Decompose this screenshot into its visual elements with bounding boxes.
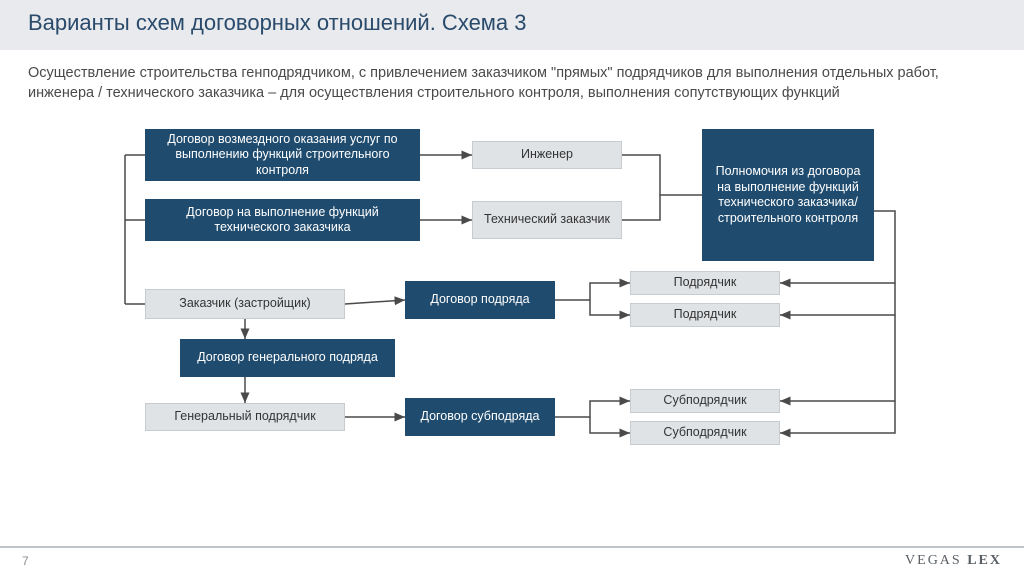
node-sub2: Субподрядчик [630,421,780,445]
node-general_contractor: Генеральный подрядчик [145,403,345,431]
title-bar: Варианты схем договорных отношений. Схем… [0,0,1024,50]
node-tech_customer: Технический заказчик [472,201,622,239]
page-title: Варианты схем договорных отношений. Схем… [28,10,996,36]
node-contract_work: Договор подряда [405,281,555,319]
logo: VEGAS LEX [905,553,1002,569]
node-contract_general: Договор генерального подряда [180,339,395,377]
node-contractor1: Подрядчик [630,271,780,295]
node-contractor2: Подрядчик [630,303,780,327]
node-customer: Заказчик (застройщик) [145,289,345,319]
node-contract_tech: Договор на выполнение функций техническо… [145,199,420,241]
node-authority: Полномочия из договора на выполнение фун… [702,129,874,261]
footer: 7 VEGAS LEX [0,546,1024,574]
page-number: 7 [22,554,29,568]
flowchart-diagram: Договор возмездного оказания услуг по вы… [0,111,1024,541]
node-sub1: Субподрядчик [630,389,780,413]
node-contract_sub: Договор субподряда [405,398,555,436]
node-contract_control: Договор возмездного оказания услуг по вы… [145,129,420,181]
node-engineer: Инженер [472,141,622,169]
description-text: Осуществление строительства генподрядчик… [0,50,1024,111]
